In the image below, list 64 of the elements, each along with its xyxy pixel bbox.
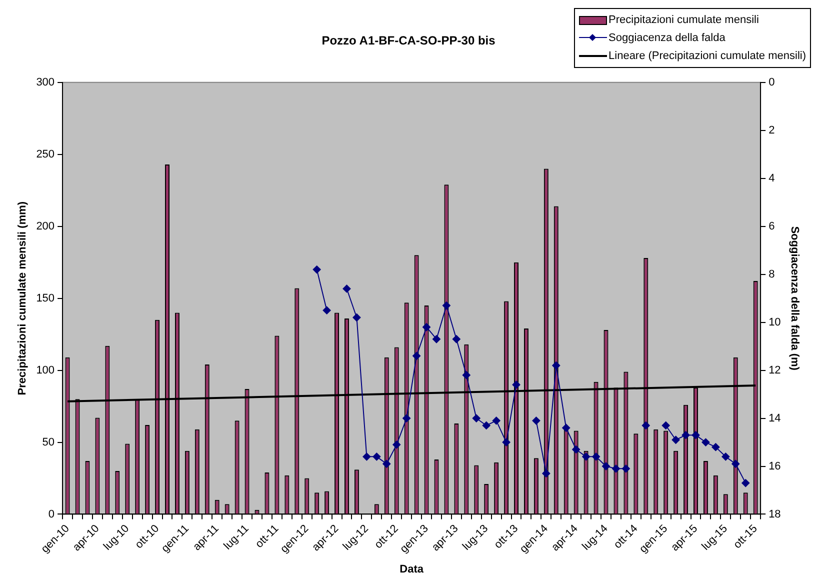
point	[362, 452, 371, 461]
point	[542, 469, 550, 478]
point	[702, 438, 710, 446]
point	[592, 452, 600, 461]
point	[712, 443, 720, 452]
legend-label: Lineare (Precipitazioni cumulate mensili)	[608, 49, 806, 64]
y2-tick-label: 16	[768, 460, 781, 472]
point	[322, 306, 331, 314]
point	[392, 440, 401, 449]
point	[402, 414, 411, 422]
point	[672, 436, 680, 444]
point	[532, 416, 540, 425]
point	[562, 424, 570, 432]
point	[742, 479, 750, 488]
point	[372, 452, 381, 461]
y2-tick-label: 12	[768, 364, 781, 376]
x-axis-title: Data	[400, 563, 424, 576]
point	[482, 421, 490, 430]
point	[452, 335, 460, 344]
point	[572, 445, 580, 454]
point	[682, 431, 690, 440]
y-tick-label: 100	[36, 364, 55, 376]
y2-tick-label: 10	[768, 316, 781, 328]
point	[502, 438, 510, 446]
point	[722, 452, 730, 461]
y-tick-label: 150	[36, 292, 55, 304]
point	[692, 431, 700, 440]
point	[662, 421, 670, 430]
y2-tick-label: 14	[768, 412, 781, 424]
point	[582, 452, 590, 461]
point	[512, 380, 520, 389]
y2-tick-label: 2	[768, 124, 775, 136]
y-tick-label: 300	[36, 76, 55, 88]
point	[472, 414, 480, 422]
point	[342, 284, 351, 293]
legend-label: Soggiacenza della falda	[608, 31, 726, 46]
point	[432, 335, 440, 344]
y2-tick-label: 18	[768, 508, 781, 520]
point	[612, 464, 620, 473]
y2-tick-label: 8	[768, 268, 775, 280]
point	[312, 266, 321, 274]
point	[492, 416, 500, 425]
point	[352, 314, 361, 322]
y2-tick-label: 4	[768, 172, 775, 184]
legend-label: Precipitazioni cumulate mensili	[608, 13, 759, 28]
y2-tick-label: 6	[768, 220, 775, 232]
point	[552, 362, 560, 370]
point	[382, 460, 391, 468]
y2-tick-label: 0	[768, 76, 775, 88]
point	[412, 352, 421, 360]
y-axis-title: Precipitazioni cumulate mensili (mm)	[16, 201, 29, 396]
y-tick-label: 50	[42, 436, 55, 448]
y-tick-label: 0	[48, 508, 55, 520]
point	[442, 302, 450, 310]
point	[622, 464, 630, 473]
point	[462, 371, 470, 380]
point	[422, 323, 431, 332]
point	[732, 460, 740, 468]
point	[602, 462, 610, 470]
point	[642, 421, 650, 430]
chart-title: Pozzo A1-BF-CA-SO-PP-30 bis	[322, 34, 496, 48]
y-tick-label: 200	[36, 220, 55, 232]
y-tick-label: 250	[36, 148, 55, 160]
y2-axis-title: Soggiacenza della falda (m)	[788, 226, 800, 371]
